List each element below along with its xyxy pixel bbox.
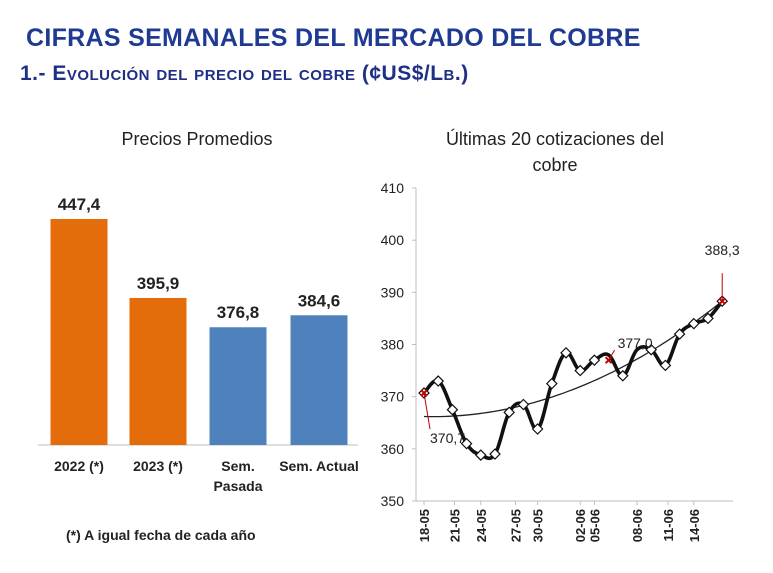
bar-chart-title: Precios Promedios (121, 129, 272, 149)
data-point-20 (687, 317, 700, 330)
data-point-10 (545, 377, 558, 390)
x-tick-label-5: 30-05 (531, 509, 546, 542)
data-point-18 (659, 359, 672, 372)
x-tick-label-4: 27-05 (509, 509, 524, 542)
y-tick-label-360: 360 (381, 441, 405, 457)
bar-category-label-2: 2023 (*) (133, 458, 183, 474)
y-tick-label-390: 390 (381, 284, 405, 300)
y-tick-label-380: 380 (381, 337, 405, 353)
annotation-marker-2 (604, 356, 613, 364)
data-point-6 (489, 448, 501, 460)
annotation-label-3: 388,3 (705, 242, 740, 258)
data-point-21 (702, 312, 714, 325)
bar-3 (209, 327, 267, 445)
bar-1 (50, 219, 108, 445)
price-series-line (422, 300, 724, 461)
data-point-3 (446, 403, 459, 416)
line-chart-title-line-2: cobre (532, 155, 577, 175)
bar-2 (129, 297, 187, 445)
y-tick-label-350: 350 (381, 493, 405, 509)
bar-category-label-4: Sem. Actual (279, 458, 359, 474)
bar-value-label-4: 384,6 (298, 291, 341, 310)
y-tick-label-400: 400 (381, 232, 405, 248)
annotation-marker-3 (718, 297, 726, 305)
x-tick-label-2: 21-05 (448, 509, 463, 542)
data-point-12 (574, 364, 587, 377)
data-point-19 (673, 328, 686, 340)
line-chart-title-line-1: Últimas 20 cotizaciones del (446, 128, 664, 149)
page-title: CIFRAS SEMANALES DEL MERCADO DEL COBRE (26, 24, 641, 52)
x-tick-label-9: 11-06 (661, 509, 676, 542)
bar-4 (290, 315, 348, 445)
x-tick-label-3: 24-05 (474, 509, 489, 542)
annotation-label-2: 377,0 (618, 335, 653, 351)
data-point-15 (616, 369, 629, 382)
bar-value-label-3: 376,8 (217, 303, 260, 322)
y-tick-label-370: 370 (381, 389, 405, 405)
annotation-marker-1 (420, 389, 428, 397)
line-chart: Últimas 20 cotizaciones del cobre 350 360… (381, 128, 740, 542)
data-point-13 (588, 354, 601, 366)
bar-chart: Precios Promedios 447,4 2022 (*) 395,9 2023… (38, 129, 359, 494)
annotation-leader-1 (423, 392, 431, 430)
x-tick-label-10: 14-06 (687, 509, 702, 542)
data-point-8 (517, 398, 530, 411)
y-tick-label-410: 410 (381, 180, 405, 196)
bar-category-label-1: 2022 (*) (54, 458, 104, 474)
data-point-5 (474, 449, 487, 461)
data-point-7 (503, 406, 516, 419)
trendline (423, 300, 723, 418)
data-point-9 (531, 423, 544, 435)
bar-value-label-1: 447,4 (58, 195, 101, 214)
x-tick-label-7: 05-06 (587, 509, 602, 542)
annotation-label-1: 370,7 (430, 430, 465, 446)
page-subtitle: 1.- Evolución del precio del cobre (¢US$… (20, 62, 469, 85)
data-point-11 (560, 346, 572, 359)
footnote: (*) A igual fecha de cada año (66, 527, 256, 543)
bar-value-label-2: 395,9 (137, 274, 180, 293)
data-point-17 (645, 343, 658, 356)
x-tick-label-1: 18-05 (417, 509, 432, 542)
data-point-4 (460, 437, 473, 450)
bar-category-label-3-line-2: Pasada (213, 478, 262, 494)
data-point-2 (432, 375, 445, 387)
bar-category-label-3: Sem. (221, 458, 254, 474)
x-tick-label-8: 08-06 (630, 509, 645, 542)
x-tick-label-6: 02-06 (573, 509, 588, 542)
